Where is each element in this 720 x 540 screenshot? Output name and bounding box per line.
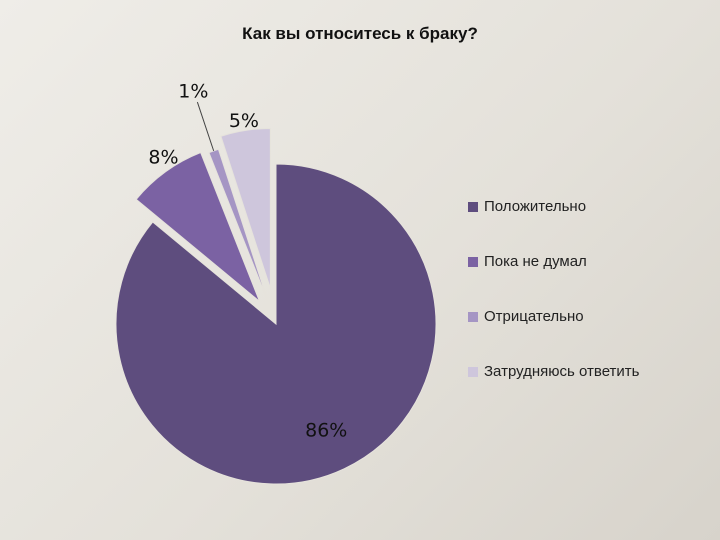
data-label: 8%	[148, 147, 178, 169]
pie-slice	[220, 127, 271, 289]
leader-line	[196, 101, 215, 152]
legend-label: Положительно	[484, 198, 587, 215]
legend-swatch	[468, 257, 478, 267]
legend-swatch	[468, 312, 478, 322]
legend-label: Отрицательно	[484, 308, 584, 325]
legend: Положительно Пока не думал Отрицательно …	[468, 198, 718, 418]
data-label: 5%	[229, 110, 259, 132]
data-label: 86%	[305, 419, 347, 441]
pie-slices	[115, 127, 437, 485]
legend-item: Положительно	[468, 198, 718, 253]
pie-slice	[115, 163, 437, 485]
legend-label: Пока не думал	[484, 253, 587, 270]
legend-swatch	[468, 202, 478, 212]
legend-item: Отрицательно	[468, 308, 718, 363]
legend-item: Затрудняюсь ответить	[468, 363, 718, 418]
pie-slice	[135, 151, 261, 302]
legend-swatch	[468, 367, 478, 377]
leader-lines	[196, 101, 215, 152]
pie-slice	[208, 148, 269, 302]
data-labels: 86% 8% 1% 5%	[148, 81, 347, 442]
data-label: 1%	[178, 81, 208, 103]
legend-item: Пока не думал	[468, 253, 718, 308]
legend-label: Затрудняюсь ответить	[484, 363, 640, 380]
chart-title: Как вы относитесь к браку?	[242, 24, 478, 43]
